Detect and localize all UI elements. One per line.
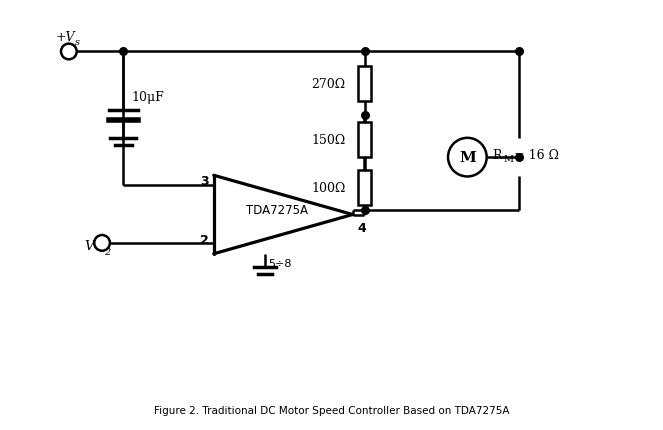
Text: 10μF: 10μF (131, 91, 164, 104)
Circle shape (94, 236, 110, 251)
Circle shape (448, 138, 487, 177)
Bar (358, 123, 371, 158)
Text: = 16 Ω: = 16 Ω (510, 148, 559, 161)
Text: Figure 2. Traditional DC Motor Speed Controller Based on TDA7275A: Figure 2. Traditional DC Motor Speed Con… (154, 405, 509, 415)
Text: 150Ω: 150Ω (311, 134, 345, 147)
Text: R: R (493, 148, 502, 161)
Text: V: V (84, 240, 93, 253)
Text: +V: +V (56, 31, 75, 44)
Text: M: M (459, 151, 476, 165)
Text: 3: 3 (200, 174, 209, 187)
Text: M: M (504, 155, 514, 164)
Text: 2: 2 (200, 233, 209, 246)
Bar (358, 170, 371, 205)
Text: 1: 1 (357, 195, 366, 208)
Text: 270Ω: 270Ω (311, 77, 345, 90)
Text: s: s (75, 38, 80, 47)
Text: TDA7275A: TDA7275A (246, 204, 308, 217)
Text: 5÷8: 5÷8 (268, 259, 292, 269)
Text: 100Ω: 100Ω (311, 181, 345, 194)
Text: 4: 4 (357, 222, 366, 235)
Circle shape (61, 45, 77, 60)
Bar (358, 67, 371, 101)
Text: 2: 2 (104, 247, 110, 256)
